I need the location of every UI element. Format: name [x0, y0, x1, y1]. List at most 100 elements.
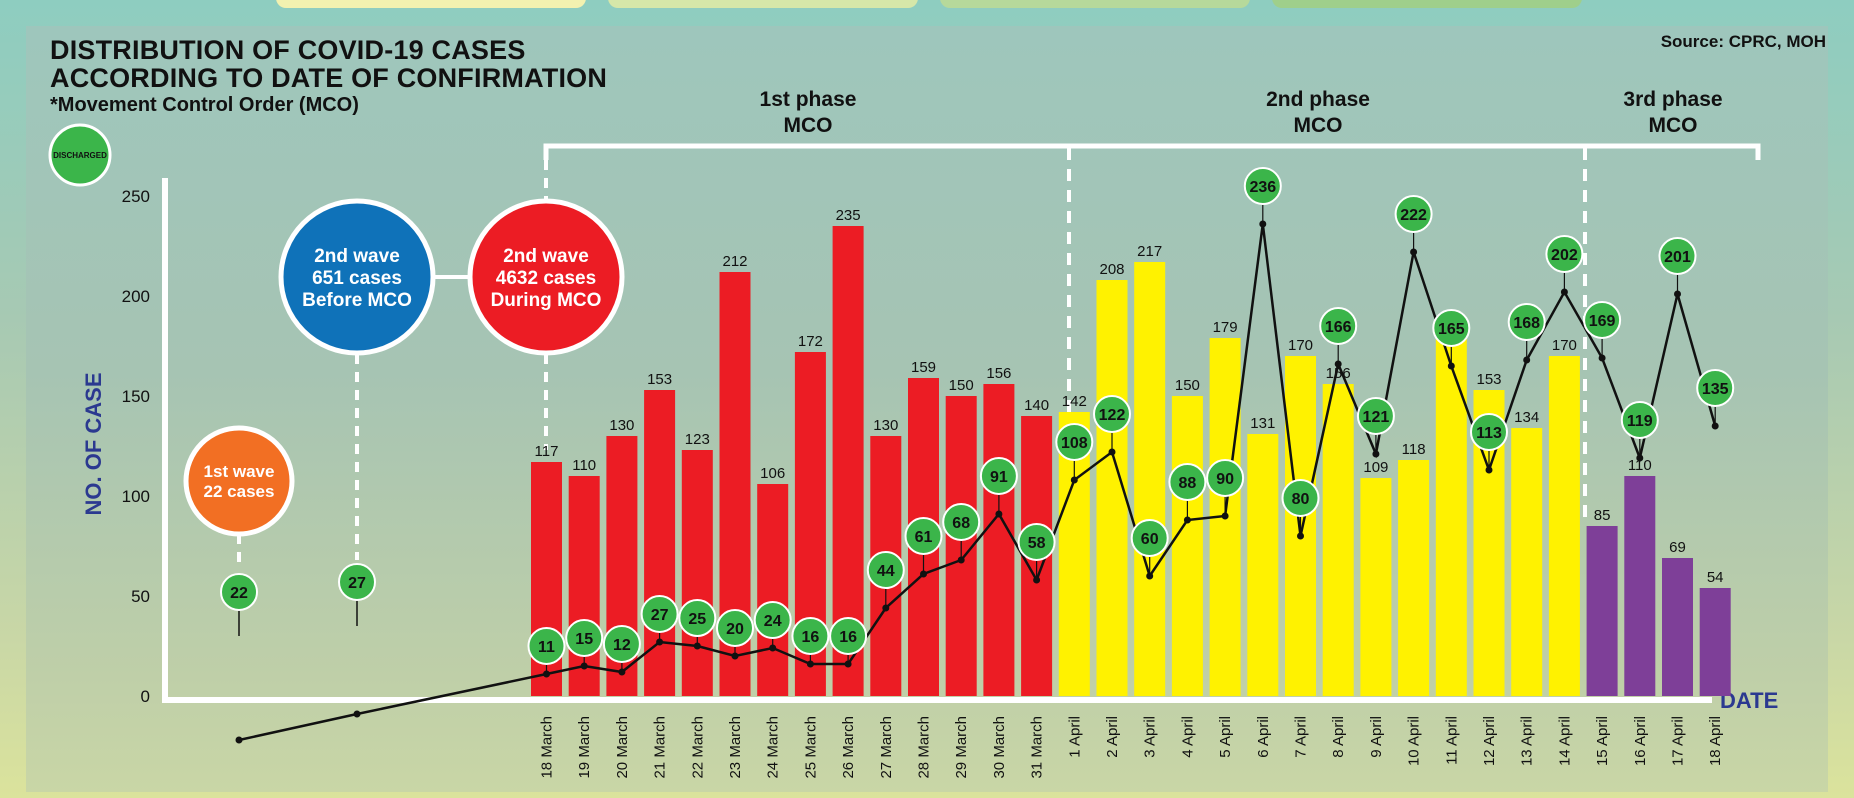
x-tick-label: 7 April	[1293, 716, 1310, 758]
x-tick-label: 2 April	[1104, 716, 1121, 758]
discharged-value-label: 15	[575, 631, 593, 648]
bar	[1548, 356, 1580, 696]
bar	[1398, 460, 1430, 696]
x-tick-label: 26 March	[840, 716, 857, 779]
discharged-value-label: 25	[688, 611, 706, 628]
discharged-marker	[716, 609, 754, 647]
discharged-marker	[1545, 235, 1584, 273]
discharged-value-label: 201	[1664, 249, 1691, 266]
bar-value-label: 123	[685, 431, 710, 448]
chart-subtitle: *Movement Control Order (MCO)	[50, 94, 359, 116]
bar-value-label: 118	[1402, 441, 1426, 458]
discharged-point	[235, 736, 243, 744]
x-tick-label: 13 April	[1519, 716, 1536, 766]
top-tab-2	[608, 0, 918, 8]
bar-value-label: 156	[986, 365, 1011, 382]
discharged-value-label: 27	[348, 575, 366, 592]
discharged-marker	[791, 617, 830, 655]
x-tick-label: 31 March	[1029, 716, 1046, 779]
bar-value-label: 69	[1669, 539, 1686, 556]
bar-value-label: 150	[1175, 377, 1200, 394]
bar-value-label: 130	[609, 417, 634, 434]
x-tick-label: 10 April	[1406, 716, 1423, 766]
discharged-value-label: 165	[1438, 321, 1465, 338]
bar-value-label: 131	[1250, 415, 1275, 432]
bar-value-label: 153	[647, 371, 672, 388]
x-tick-label: 4 April	[1179, 716, 1196, 758]
x-tick-label: 18 April	[1707, 716, 1724, 766]
x-tick-label: 18 March	[539, 716, 556, 779]
discharged-marker	[1432, 309, 1471, 347]
discharged-marker	[1281, 479, 1320, 517]
bar	[983, 384, 1015, 696]
x-tick-label: 23 March	[727, 716, 744, 779]
bar-value-label: 170	[1552, 337, 1577, 354]
discharged-value-label: 166	[1325, 319, 1352, 336]
x-tick-label: 12 April	[1481, 716, 1498, 766]
x-tick-label: 16 April	[1632, 716, 1649, 766]
phase-label: MCO	[1294, 114, 1343, 137]
discharged-value-label: 122	[1099, 407, 1126, 424]
bar-value-label: 172	[798, 333, 823, 350]
wave-circle	[278, 198, 436, 356]
discharged-line	[238, 223, 1717, 742]
y-tick-label: 0	[141, 687, 150, 706]
bar	[1624, 476, 1656, 696]
bar-value-label: 110	[1628, 457, 1652, 474]
bar	[757, 484, 789, 696]
discharged-marker	[1620, 401, 1659, 439]
x-tick-label: 6 April	[1255, 716, 1272, 758]
wave-label: 651 cases	[312, 268, 402, 289]
bar-value-label: 142	[1062, 393, 1087, 410]
bar-value-label: 140	[1024, 397, 1049, 414]
discharged-value-label: 135	[1702, 381, 1729, 398]
discharged-marker	[942, 503, 981, 541]
y-tick-label: 50	[131, 587, 150, 606]
chart-title: DISTRIBUTION OF COVID-19 CASES ACCORDING…	[50, 36, 607, 92]
discharged-value-label: 12	[613, 637, 631, 654]
discharged-marker	[1658, 237, 1697, 275]
discharged-value-label: 108	[1061, 435, 1088, 452]
wave-circle	[467, 198, 625, 356]
discharged-value-label: 68	[952, 515, 970, 532]
bar-value-label: 54	[1707, 569, 1724, 586]
discharged-value-label: 22	[230, 585, 248, 602]
bar-value-label: 217	[1137, 243, 1162, 260]
discharged-value-label: 202	[1551, 247, 1578, 264]
discharged-value-label: 236	[1249, 179, 1276, 196]
x-tick-label: 11 April	[1443, 716, 1460, 765]
discharged-marker	[1017, 523, 1056, 561]
discharged-value-label: 27	[651, 607, 669, 624]
discharged-value-label: 16	[802, 629, 820, 646]
discharged-point	[353, 710, 361, 718]
x-tick-label: 28 March	[916, 716, 933, 779]
y-tick-label: 150	[122, 387, 150, 406]
bar-value-label: 159	[911, 359, 936, 376]
bar-value-label: 235	[836, 207, 861, 224]
bar-value-label: 153	[1476, 371, 1501, 388]
discharged-value-label: 61	[915, 529, 933, 546]
bar-value-label: 106	[760, 465, 785, 482]
discharged-marker	[1168, 463, 1207, 501]
bar-value-label: 85	[1594, 507, 1611, 524]
top-tab-4	[1272, 0, 1582, 8]
discharged-value-label: 80	[1292, 491, 1310, 508]
discharged-marker	[1696, 369, 1735, 407]
bar-value-label: 150	[949, 377, 974, 394]
x-tick-label: 5 April	[1217, 716, 1234, 758]
discharged-value-label: 113	[1476, 425, 1502, 442]
discharged-marker	[1130, 519, 1169, 557]
bar	[1134, 262, 1166, 696]
chart-title-line1: DISTRIBUTION OF COVID-19 CASES	[50, 35, 526, 65]
bar-value-label: 212	[722, 253, 747, 270]
x-tick-label: 29 March	[953, 716, 970, 779]
phase-label: MCO	[1649, 114, 1698, 137]
bar	[1586, 526, 1618, 696]
discharged-marker	[1394, 195, 1433, 233]
discharged-value-label: 44	[877, 563, 895, 580]
chart-title-line2: ACCORDING TO DATE OF CONFIRMATION	[50, 63, 608, 93]
discharged-marker	[640, 595, 679, 633]
discharged-marker	[1206, 459, 1245, 497]
x-tick-label: 15 April	[1594, 716, 1611, 766]
